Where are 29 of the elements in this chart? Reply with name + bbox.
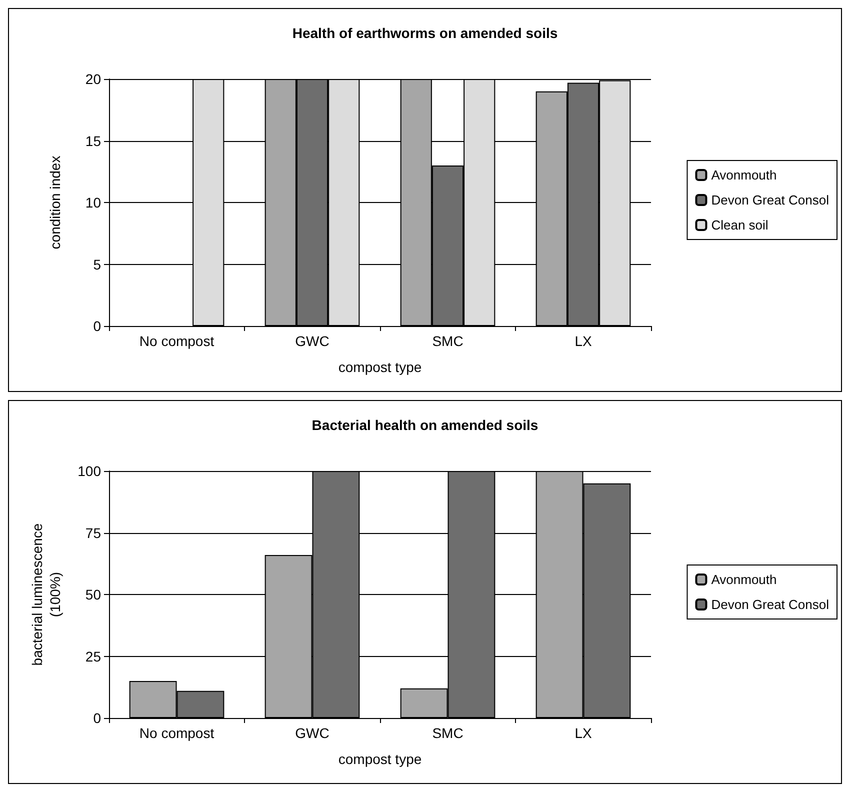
y-tick-label: 100 bbox=[78, 463, 102, 479]
legend-label: Devon Great Consol bbox=[711, 597, 830, 612]
y-tick-label: 50 bbox=[85, 586, 102, 602]
x-tick-label: SMC bbox=[432, 333, 464, 349]
y-tick-label: 25 bbox=[85, 648, 102, 664]
x-axis-title: compost type bbox=[338, 751, 422, 767]
x-tick-label: GWC bbox=[295, 725, 330, 741]
legend-label: Devon Great Consol bbox=[711, 192, 830, 208]
x-tick-label: No compost bbox=[139, 725, 214, 741]
y-tick-label: 5 bbox=[93, 256, 102, 272]
y-tick-label: 0 bbox=[93, 318, 102, 334]
x-tick-label: LX bbox=[574, 333, 592, 349]
y-tick-label: 75 bbox=[85, 524, 102, 541]
y-tick-label: 10 bbox=[85, 194, 102, 210]
x-tick-label: SMC bbox=[432, 725, 464, 741]
legend-label: Avonmouth bbox=[711, 572, 777, 587]
y-axis-title: condition index bbox=[47, 156, 63, 250]
x-tick-label: LX bbox=[574, 725, 592, 741]
y-tick-label: 15 bbox=[85, 132, 102, 149]
y-tick-label: 0 bbox=[93, 710, 102, 726]
legend-label: Clean soil bbox=[711, 218, 768, 232]
y-axis-title: bacterial luminescence (100%) bbox=[29, 523, 63, 666]
y-tick-label: 20 bbox=[85, 71, 102, 87]
chart-title: Health of earthworms on amended soils bbox=[292, 25, 558, 41]
legend-label: Avonmouth bbox=[711, 168, 777, 182]
x-tick-label: GWC bbox=[295, 333, 330, 349]
x-axis-title: compost type bbox=[338, 359, 422, 375]
x-tick-label: No compost bbox=[139, 333, 214, 349]
chart-title: Bacterial health on amended soils bbox=[312, 417, 538, 433]
